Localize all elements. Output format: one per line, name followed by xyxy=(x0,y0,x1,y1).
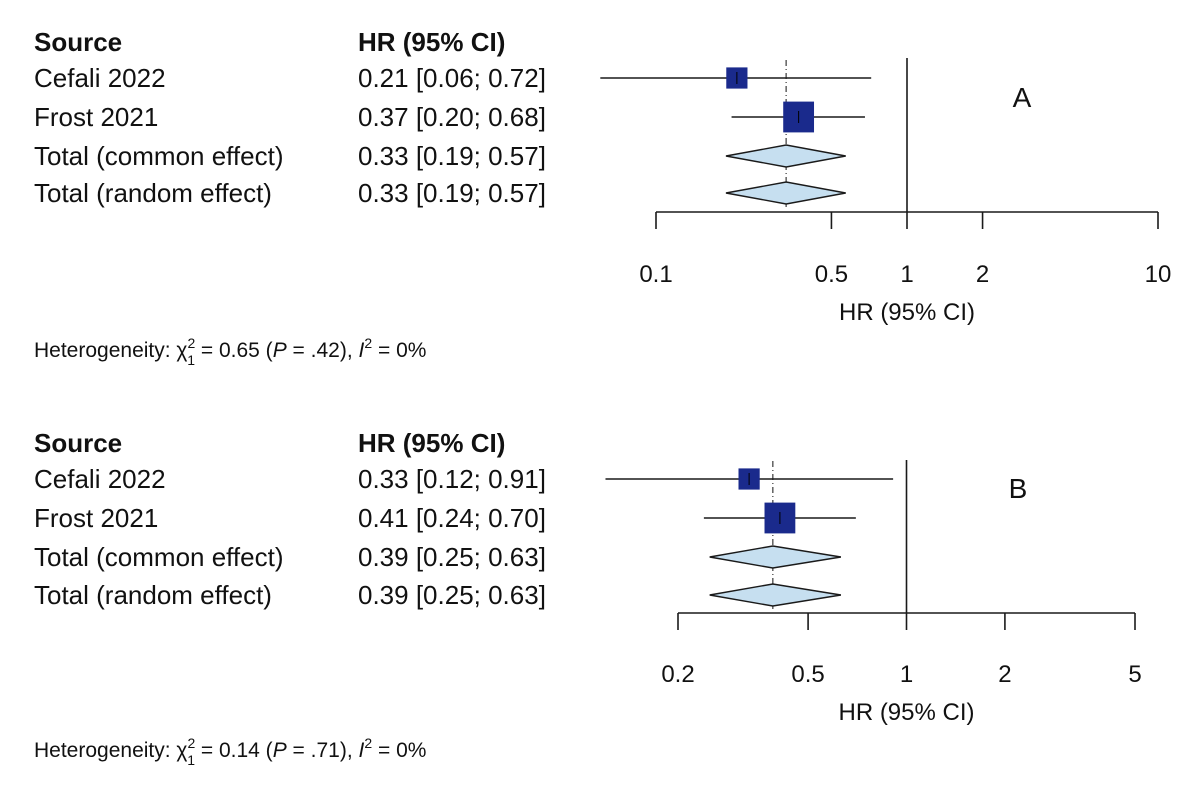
x-tick-label: 0.5 xyxy=(791,661,824,688)
pooled-diamond xyxy=(725,181,846,205)
chi-symbol: χ xyxy=(176,739,187,762)
hr-column-header: HR (95% CI) xyxy=(358,428,505,458)
x-tick-label: 1 xyxy=(900,261,913,288)
chi-value: = 0.14 ( xyxy=(195,739,273,762)
chi-subscript: 1 xyxy=(187,352,195,368)
i-symbol: I xyxy=(359,739,365,762)
pooled-estimate-text: 0.33 [0.19; 0.57] xyxy=(358,178,546,208)
pooled-diamond xyxy=(725,144,846,168)
i-symbol: I xyxy=(359,339,365,362)
heterogeneity-prefix: Heterogeneity: xyxy=(34,739,176,762)
panel-label: A xyxy=(1013,82,1032,113)
study-label: Cefali 2022 xyxy=(34,464,166,494)
chi-subscript: 1 xyxy=(187,752,195,768)
x-axis-label: HR (95% CI) xyxy=(839,299,975,326)
chi-value: = 0.65 ( xyxy=(195,339,273,362)
pooled-label: Total (random effect) xyxy=(34,178,272,208)
p-value: = .42), xyxy=(287,339,359,362)
heterogeneity-text: Heterogeneity: χ2 1 = 0.14 (P = .71), I2 … xyxy=(34,735,426,768)
panel-label: B xyxy=(1009,473,1028,504)
pooled-label: Total (common effect) xyxy=(34,141,284,171)
x-axis-label: HR (95% CI) xyxy=(838,699,974,726)
x-tick-label: 2 xyxy=(998,661,1011,688)
forest-panel-b: Source HR (95% CI) Cefali 2022 0.33 [0.12; … xyxy=(34,428,1142,768)
forest-panel-a: Source HR (95% CI) Cefali 2022 0.21 [0.06; … xyxy=(34,27,1171,368)
p-symbol: P xyxy=(273,739,287,762)
x-tick-label: 0.1 xyxy=(639,261,672,288)
pooled-diamond xyxy=(709,583,842,607)
pooled-estimate-text: 0.39 [0.25; 0.63] xyxy=(358,580,546,610)
study-estimate-text: 0.37 [0.20; 0.68] xyxy=(358,102,546,132)
i-value: = 0% xyxy=(372,739,426,762)
x-tick-label: 1 xyxy=(900,661,913,688)
heterogeneity-text: Heterogeneity: χ2 1 = 0.65 (P = .42), I2 … xyxy=(34,335,426,368)
p-symbol: P xyxy=(273,339,287,362)
source-column-header: Source xyxy=(34,27,122,57)
chi-symbol: χ xyxy=(176,339,187,362)
x-tick-label: 5 xyxy=(1128,661,1141,688)
x-tick-label: 10 xyxy=(1145,261,1172,288)
study-label: Frost 2021 xyxy=(34,503,158,533)
pooled-label: Total (random effect) xyxy=(34,580,272,610)
p-value: = .71), xyxy=(287,739,359,762)
hr-column-header: HR (95% CI) xyxy=(358,27,505,57)
x-tick-label: 0.5 xyxy=(815,261,848,288)
chi-superscript: 2 xyxy=(187,335,195,351)
heterogeneity-prefix: Heterogeneity: xyxy=(34,339,176,362)
i-superscript: 2 xyxy=(364,735,372,751)
pooled-estimate-text: 0.33 [0.19; 0.57] xyxy=(358,141,546,171)
i-superscript: 2 xyxy=(364,335,372,351)
x-tick-label: 2 xyxy=(976,261,989,288)
pooled-estimate-text: 0.39 [0.25; 0.63] xyxy=(358,542,546,572)
pooled-diamond xyxy=(709,545,842,569)
source-column-header: Source xyxy=(34,428,122,458)
study-estimate-text: 0.41 [0.24; 0.70] xyxy=(358,503,546,533)
i-value: = 0% xyxy=(372,339,426,362)
x-tick-label: 0.2 xyxy=(661,661,694,688)
study-estimate-text: 0.21 [0.06; 0.72] xyxy=(358,63,546,93)
study-label: Frost 2021 xyxy=(34,102,158,132)
study-estimate-text: 0.33 [0.12; 0.91] xyxy=(358,464,546,494)
chi-superscript: 2 xyxy=(187,735,195,751)
study-label: Cefali 2022 xyxy=(34,63,166,93)
pooled-label: Total (common effect) xyxy=(34,542,284,572)
